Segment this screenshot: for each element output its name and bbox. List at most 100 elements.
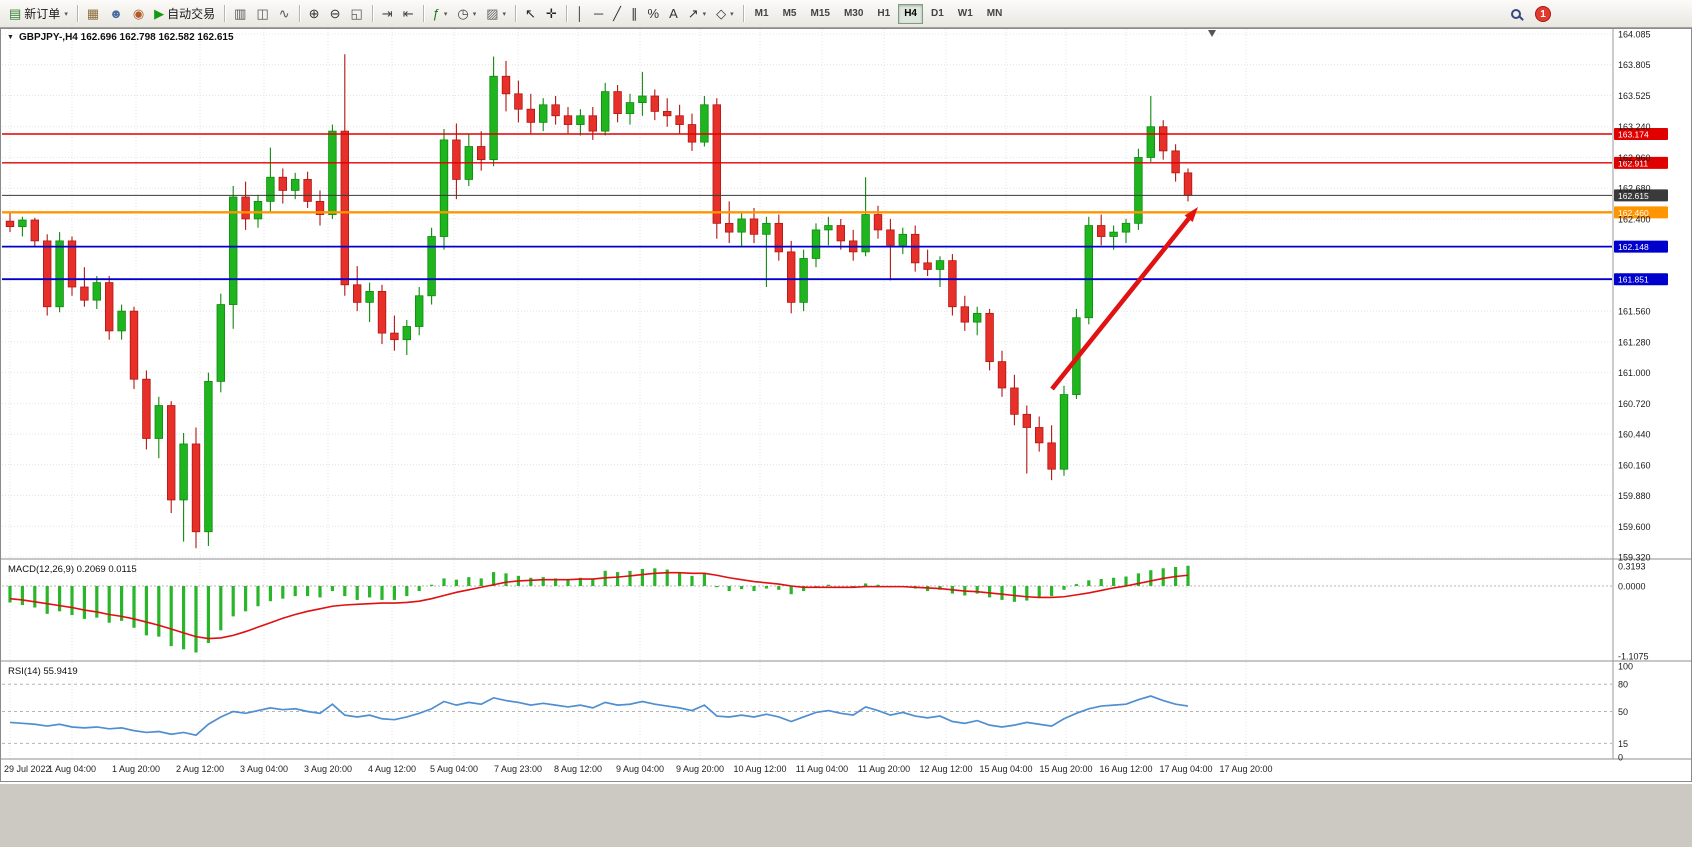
shapes-tool-icon-glyph: ◇	[716, 6, 727, 21]
timeframe-d1[interactable]: D1	[930, 8, 944, 19]
time-axis-label: 4 Aug 12:00	[368, 764, 416, 774]
community-icon[interactable]: ◉	[129, 3, 148, 25]
candle-body	[935, 260, 945, 270]
time-axis-label: 9 Aug 20:00	[676, 764, 724, 774]
price-axis-label: 160.440	[1618, 430, 1651, 440]
profile-icon[interactable]: ☻	[105, 3, 127, 25]
toolbar-separator	[224, 5, 226, 22]
periods-button[interactable]: ◷ ▾	[453, 3, 480, 25]
timeframe-mn[interactable]: MN	[986, 8, 1003, 19]
price-axis-label: 162.960	[1618, 153, 1651, 163]
crosshair-icon[interactable]: ✛	[542, 3, 561, 25]
price-axis-label: 159.600	[1618, 522, 1651, 532]
notification-badge[interactable]: 1	[1535, 6, 1551, 22]
candlestick-type-icon[interactable]: ◫	[252, 3, 272, 25]
candle-body	[30, 219, 39, 242]
candle-body	[625, 102, 635, 114]
candle-body	[377, 290, 387, 334]
candle-body	[1146, 126, 1155, 158]
charts-window-icon[interactable]: ▦	[83, 3, 103, 25]
price-axis-label: 162.680	[1618, 184, 1651, 194]
timeframe-w1[interactable]: W1	[957, 8, 973, 19]
timeframe-h4[interactable]: H4	[898, 3, 923, 24]
text-tool-icon[interactable]: A	[665, 3, 682, 25]
candle-body	[638, 95, 647, 103]
chart-shift-icon[interactable]: ⇤	[399, 3, 418, 25]
chart-canvas[interactable]: 163.174 162.911 162.615 162.460 162.148 161.8…	[0, 28, 1692, 784]
price-level-badge-label: 163.174	[1618, 129, 1649, 139]
candle-body	[278, 176, 287, 191]
shapes-tool-icon[interactable]: ◇ ▾	[712, 3, 738, 25]
rsi-axis-label: 80	[1618, 680, 1628, 690]
toolbar-separator	[565, 5, 567, 22]
search-button[interactable]	[1507, 3, 1525, 25]
auto-scroll-icon[interactable]: ⇥	[378, 3, 397, 25]
candle-body	[700, 104, 709, 143]
candle-body	[737, 218, 746, 233]
community-icon-glyph: ◉	[132, 6, 145, 21]
cursor-icon[interactable]: ↖	[521, 3, 540, 25]
price-axis-label: 161.280	[1618, 337, 1651, 347]
macd-axis-label: 0.3193	[1618, 561, 1646, 571]
trend-arrow-shaft	[1050, 217, 1191, 391]
line-chart-type-icon[interactable]: ∿	[275, 3, 294, 25]
arrows-tool-icon[interactable]: ↗ ▾	[684, 3, 710, 25]
zoom-in-icon-glyph: ⊕	[308, 6, 320, 21]
candle-body	[1097, 225, 1106, 237]
candle-body	[873, 214, 883, 231]
zoom-in-icon[interactable]: ⊕	[305, 3, 324, 25]
horizontal-line-icon[interactable]: ─	[590, 3, 607, 25]
new-order-button-label: 新订单	[24, 7, 61, 21]
candle-body	[117, 310, 126, 332]
chevron-down-icon: ▾	[64, 10, 68, 18]
candle-body	[973, 312, 982, 323]
candle-body	[985, 312, 994, 363]
timeframe-m30[interactable]: M30	[843, 8, 864, 19]
candle-body	[960, 306, 969, 323]
candle-body	[911, 233, 920, 264]
price-level-badge	[1614, 127, 1668, 140]
candle-body	[452, 139, 461, 180]
candle-body	[613, 91, 622, 114]
tile-windows-icon[interactable]: ◱	[346, 3, 366, 25]
timeframe-h1[interactable]: H1	[877, 8, 891, 19]
vertical-line-icon[interactable]: │	[572, 3, 588, 25]
templates-button[interactable]: ▨ ▾	[482, 3, 510, 25]
candle-body	[352, 284, 362, 303]
chevron-down-icon: ▾	[472, 10, 477, 18]
fibonacci-icon-glyph: %	[647, 6, 660, 21]
candle-body	[1059, 394, 1069, 470]
candle-body	[712, 104, 721, 224]
bar-chart-type-icon[interactable]: ▥	[230, 3, 250, 25]
new-order-button[interactable]: ▤ 新订单 ▾	[5, 3, 72, 25]
timeframe-m1[interactable]: M1	[754, 8, 769, 19]
timeframe-m5[interactable]: M5	[782, 8, 797, 19]
horizontal-line-icon-glyph: ─	[593, 6, 604, 21]
toolbar-separator	[371, 5, 373, 22]
candle-body	[1183, 172, 1193, 196]
line-chart-type-icon-glyph: ∿	[278, 6, 290, 21]
zoom-out-icon-glyph: ⊖	[329, 6, 341, 21]
indicators-button[interactable]: ƒ ▾	[429, 3, 452, 25]
candle-body	[1159, 126, 1168, 152]
trendline-icon[interactable]: ╱	[609, 3, 625, 25]
timeframe-m15[interactable]: M15	[810, 8, 830, 19]
price-axis-label: 163.240	[1618, 122, 1651, 132]
candle-body	[563, 115, 573, 125]
candle-body	[576, 115, 585, 125]
candle-body	[1047, 442, 1056, 470]
toolbar-separator	[298, 5, 300, 22]
chart-shift-icon-glyph: ⇤	[402, 6, 414, 21]
candle-body	[476, 146, 486, 161]
time-axis-label: 11 Aug 04:00	[796, 764, 848, 774]
equidistant-channel-icon[interactable]: ∥	[627, 3, 642, 25]
crosshair-icon-glyph: ✛	[545, 6, 557, 21]
zoom-out-icon[interactable]: ⊖	[326, 3, 345, 25]
candle-body	[1134, 157, 1143, 224]
fibonacci-icon[interactable]: %	[644, 3, 664, 25]
trendline-icon-glyph: ╱	[613, 6, 621, 21]
candle-body	[836, 225, 845, 242]
one-click-trading-toggle[interactable]: ▼	[7, 34, 14, 41]
charts-window-icon-glyph: ▦	[86, 6, 100, 21]
auto-trading-button[interactable]: ▶ 自动交易	[150, 3, 219, 25]
